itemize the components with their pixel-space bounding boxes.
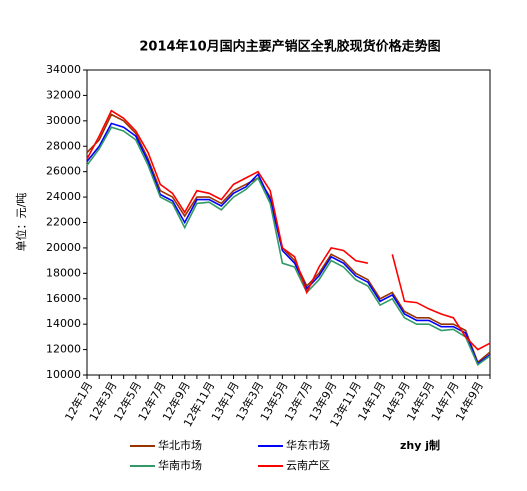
y-axis-label: 单位：元/吨 (14, 193, 28, 252)
y-tick-label: 32000 (46, 88, 81, 101)
legend-label: 华南市场 (158, 458, 202, 472)
y-tick-label: 12000 (46, 343, 81, 356)
y-tick-label: 26000 (46, 165, 81, 178)
series-line (86, 109, 491, 351)
chart-title: 2014年10月国内主要产销区全乳胶现货价格走势图 (139, 39, 440, 55)
y-tick-label: 22000 (46, 216, 81, 229)
legend-label: 华北市场 (158, 438, 202, 452)
y-tick-label: 20000 (46, 241, 81, 254)
y-tick-label: 24000 (46, 190, 81, 203)
legend-label: 华东市场 (286, 438, 330, 452)
y-tick-label: 28000 (46, 139, 81, 152)
y-tick-label: 14000 (46, 317, 81, 330)
credit: zhy j制 (400, 438, 440, 452)
y-tick-label: 30000 (46, 114, 81, 127)
y-tick-label: 18000 (46, 266, 81, 279)
series-line (86, 126, 491, 367)
y-tick-label: 16000 (46, 292, 81, 305)
y-tick-label: 10000 (46, 368, 81, 381)
series-line (86, 113, 491, 364)
legend-label: 云南产区 (286, 458, 330, 472)
y-tick-label: 34000 (46, 63, 81, 76)
series-line (86, 122, 491, 365)
plot-frame (86, 69, 491, 376)
